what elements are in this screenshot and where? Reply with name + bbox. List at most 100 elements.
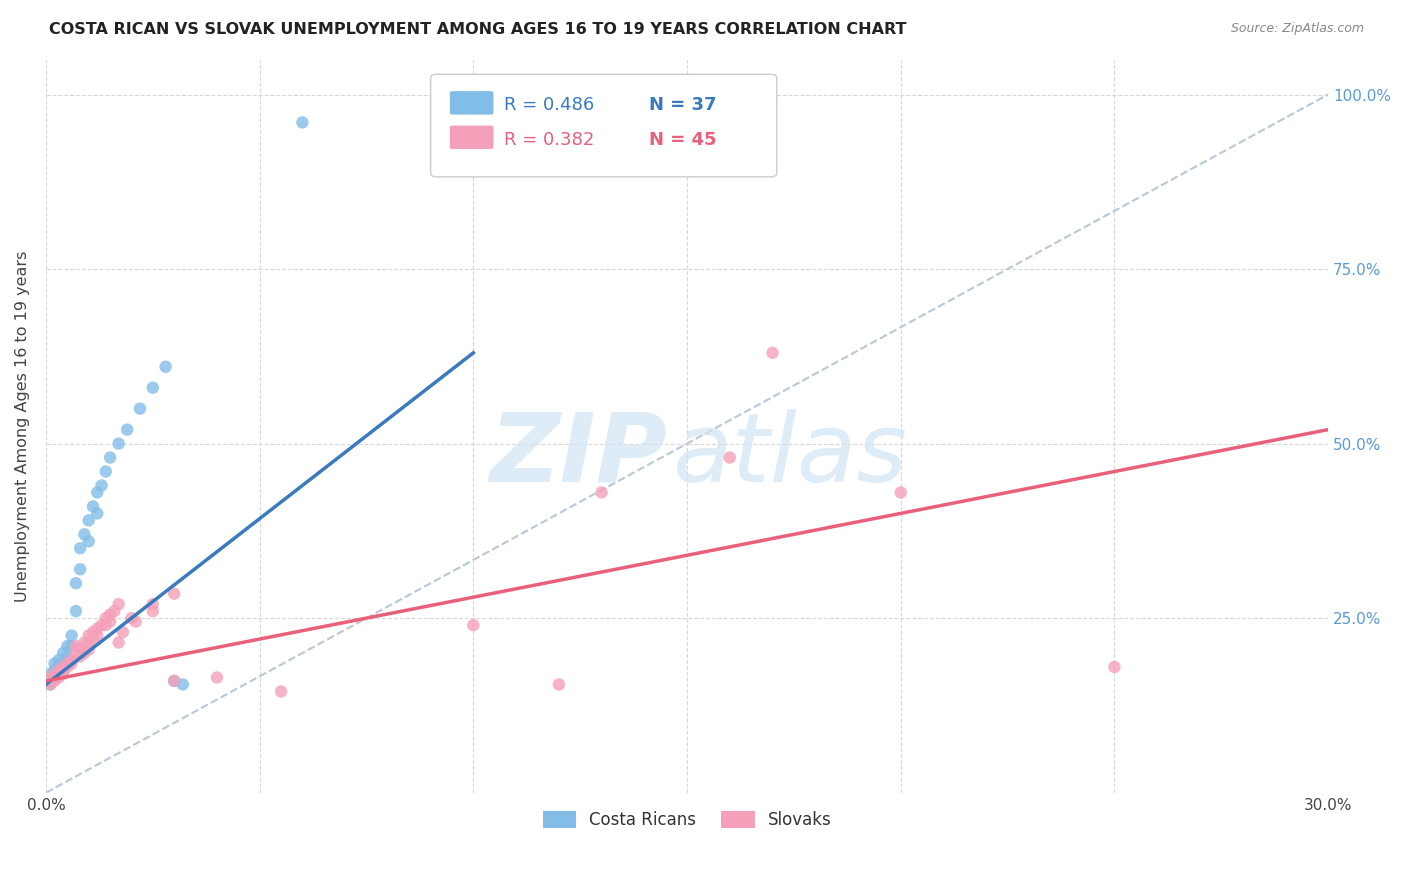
Point — [86, 622, 108, 636]
Point — [1104, 660, 1126, 674]
FancyBboxPatch shape — [450, 91, 494, 114]
Point — [48, 660, 70, 674]
Point — [86, 485, 108, 500]
Point — [65, 646, 87, 660]
Point — [890, 485, 912, 500]
Point — [60, 639, 83, 653]
Point — [142, 604, 165, 618]
Text: N = 37: N = 37 — [648, 96, 716, 114]
Point — [94, 611, 117, 625]
Point — [463, 115, 485, 129]
Point — [172, 677, 194, 691]
Point — [39, 677, 62, 691]
Point — [69, 541, 91, 556]
Point — [115, 423, 138, 437]
Point — [291, 115, 314, 129]
Point — [163, 673, 186, 688]
Point — [73, 646, 96, 660]
Point — [52, 664, 75, 678]
Point — [52, 667, 75, 681]
Point — [129, 401, 152, 416]
Text: COSTA RICAN VS SLOVAK UNEMPLOYMENT AMONG AGES 16 TO 19 YEARS CORRELATION CHART: COSTA RICAN VS SLOVAK UNEMPLOYMENT AMONG… — [49, 22, 907, 37]
Point — [52, 660, 75, 674]
Point — [111, 625, 134, 640]
Point — [44, 673, 66, 688]
Point — [77, 513, 100, 527]
Point — [77, 629, 100, 643]
Point — [44, 657, 66, 671]
Point — [77, 534, 100, 549]
Point — [56, 639, 79, 653]
Point — [163, 587, 186, 601]
Point — [52, 664, 75, 678]
Point — [39, 677, 62, 691]
Point — [73, 635, 96, 649]
Point — [86, 629, 108, 643]
Legend: Costa Ricans, Slovaks: Costa Ricans, Slovaks — [536, 804, 838, 836]
Point — [103, 604, 125, 618]
Point — [107, 597, 129, 611]
Point — [591, 485, 613, 500]
Text: R = 0.382: R = 0.382 — [503, 131, 595, 149]
Point — [107, 436, 129, 450]
Point — [52, 646, 75, 660]
Point — [60, 653, 83, 667]
Point — [82, 625, 104, 640]
Point — [155, 359, 177, 374]
Point — [39, 667, 62, 681]
Point — [270, 684, 292, 698]
Point — [69, 642, 91, 657]
Point — [65, 639, 87, 653]
Point — [69, 562, 91, 576]
Point — [48, 653, 70, 667]
Point — [142, 381, 165, 395]
Point — [163, 673, 186, 688]
Point — [60, 629, 83, 643]
Point — [82, 500, 104, 514]
FancyBboxPatch shape — [430, 74, 776, 177]
Point — [94, 465, 117, 479]
Point — [52, 657, 75, 671]
Point — [56, 649, 79, 664]
Point — [65, 576, 87, 591]
Point — [761, 346, 783, 360]
Point — [48, 670, 70, 684]
Point — [60, 657, 83, 671]
Point — [463, 618, 485, 632]
Point — [48, 667, 70, 681]
Point — [120, 611, 142, 625]
Point — [86, 507, 108, 521]
Point — [142, 597, 165, 611]
Point — [48, 664, 70, 678]
Point — [65, 604, 87, 618]
Point — [56, 660, 79, 674]
Point — [77, 642, 100, 657]
Text: R = 0.486: R = 0.486 — [503, 96, 593, 114]
Point — [44, 667, 66, 681]
Point — [98, 450, 121, 465]
Point — [44, 664, 66, 678]
Point — [107, 635, 129, 649]
Text: N = 45: N = 45 — [648, 131, 716, 149]
Point — [125, 615, 148, 629]
Point — [39, 673, 62, 688]
FancyBboxPatch shape — [450, 126, 494, 149]
Text: Source: ZipAtlas.com: Source: ZipAtlas.com — [1230, 22, 1364, 36]
Point — [56, 657, 79, 671]
Point — [98, 615, 121, 629]
Point — [73, 527, 96, 541]
Text: ZIP: ZIP — [489, 409, 668, 502]
Point — [44, 670, 66, 684]
Y-axis label: Unemployment Among Ages 16 to 19 years: Unemployment Among Ages 16 to 19 years — [15, 251, 30, 602]
Point — [77, 635, 100, 649]
Point — [90, 618, 112, 632]
Point — [205, 670, 228, 684]
Point — [90, 478, 112, 492]
Point — [718, 450, 741, 465]
Point — [98, 607, 121, 622]
Point — [94, 618, 117, 632]
Point — [547, 677, 569, 691]
Point — [69, 649, 91, 664]
Point — [82, 632, 104, 646]
Point — [39, 670, 62, 684]
